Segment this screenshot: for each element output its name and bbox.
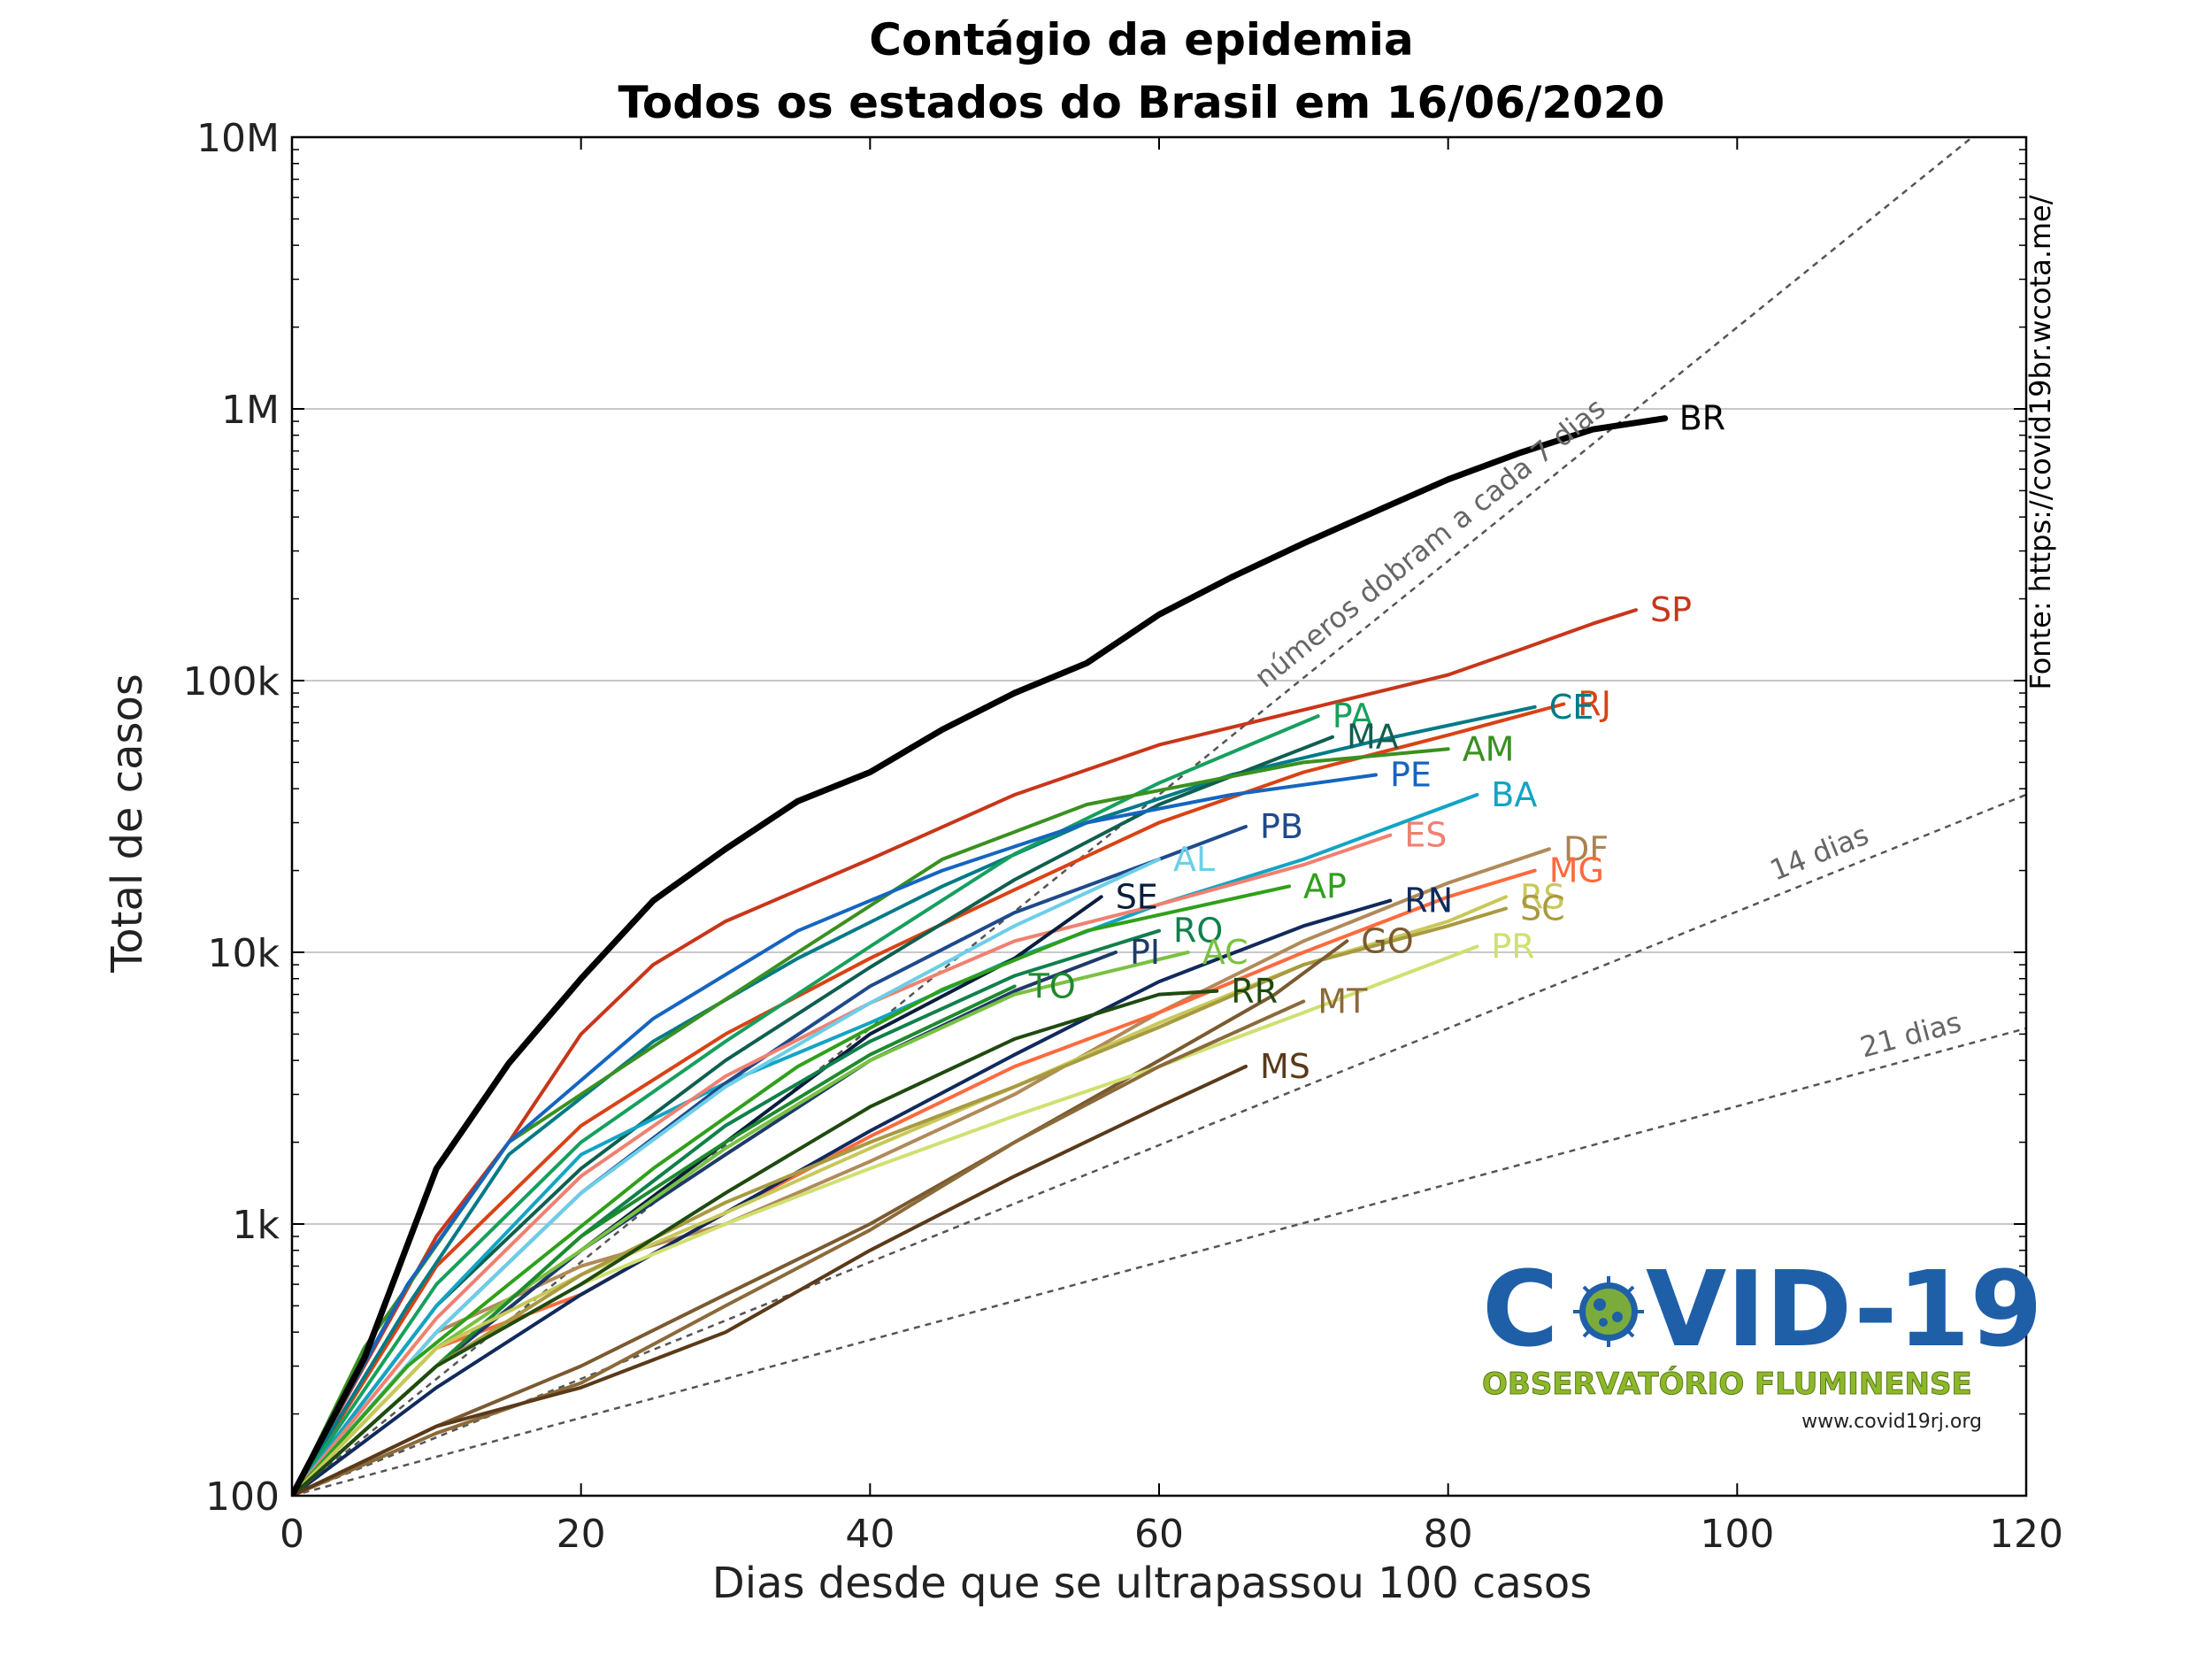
y-tick-label-1: 1k [233,1203,280,1248]
series-label-pa: PA [1333,697,1373,735]
logo-text-right: VID-19 [1646,1248,2043,1370]
reference-line-2 [292,1027,2026,1496]
y-tick-label-4: 1M [221,388,280,433]
y-tick-label-3: 100k [183,659,280,704]
series-line-br [292,415,1669,1496]
series-label-rr: RR [1231,972,1278,1011]
x-axis-label: Dias desde que se ultrapassou 100 casos [712,1559,1592,1608]
y-tick-label-2: 10k [208,931,280,976]
series-label-rn: RN [1404,882,1453,920]
logo-url: www.covid19rj.org [1801,1411,1982,1433]
series-line-rr [292,989,1219,1496]
series-label-go: GO [1361,921,1413,960]
series-label-pr: PR [1491,928,1534,966]
x-tick-label-0: 0 [280,1512,304,1557]
y-axis-label: Total de casos [103,674,152,974]
series-label-ms: MS [1260,1047,1310,1086]
series-label-ac: AC [1202,933,1248,972]
reference-line-1 [292,793,2026,1496]
virus-icon [1573,1276,1644,1347]
x-tick-label-4: 80 [1424,1512,1473,1557]
series-label-ma: MA [1347,718,1399,757]
series-label-sp: SP [1650,590,1692,629]
y-tick-label-5: 10M [196,116,280,161]
series-line-ce [292,704,1537,1496]
series-label-br: BR [1679,399,1725,438]
series-line-sc [292,906,1508,1496]
series-label-ce: CE [1549,688,1594,727]
series-label-pi: PI [1130,933,1160,972]
y-tick-label-0: 100 [205,1474,280,1520]
series-line-go [292,939,1349,1496]
logo-subtitle: OBSERVATÓRIO FLUMINENSE [1482,1366,1972,1402]
source-note: Fonte: https://covid19br.wcota.me/ [2024,195,2057,689]
series-label-ap: AP [1303,866,1347,905]
series-line-al [292,857,1161,1496]
x-tick-label-6: 120 [1989,1512,2063,1557]
series-layer [292,415,1669,1496]
x-tick-label-1: 20 [557,1512,606,1557]
series-line-ba [292,793,1479,1496]
series-line-ms [292,1065,1248,1496]
logo-text-left: C [1482,1248,1559,1370]
series-label-mg: MG [1549,851,1604,890]
chart-title: Contágio da epidemia [869,14,1413,65]
series-label-se: SE [1116,877,1158,916]
series-label-rs: RS [1520,877,1565,916]
series-line-pe [292,773,1378,1496]
series-label-pe: PE [1390,756,1432,795]
axes-layer: 0 20 40 60 80 100 120 100 1k 10k 100k 1M 10M [183,116,2063,1557]
series-line-sp [292,608,1638,1496]
series-label-al: AL [1173,840,1215,879]
series-label-pb: PB [1260,807,1303,846]
x-tick-label-3: 60 [1134,1512,1184,1557]
x-tick-label-5: 100 [1700,1512,1774,1557]
reference-line-0 [292,137,1975,1496]
series-label-es: ES [1404,816,1447,855]
series-label-rj: RJ [1578,685,1611,724]
series-label-ba: BA [1491,775,1537,814]
series-label-sc: SC [1520,889,1565,928]
covid19-logo: C VID-19 OBSERVATÓRIO F [1482,1248,2043,1433]
series-line-rs [292,895,1508,1496]
reference-lines [292,137,2026,1496]
series-label-ro: RO [1173,912,1223,951]
series-line-mt [292,999,1306,1496]
series-line-ap [292,884,1291,1496]
series-label-to: TO [1028,966,1076,1005]
series-label-am: AM [1463,729,1515,768]
series-line-rn [292,898,1393,1496]
series-label-mt: MT [1317,982,1368,1020]
x-tick-label-2: 40 [845,1512,895,1557]
series-label-df: DF [1563,829,1609,868]
chart-subtitle: Todos os estados do Brasil em 16/06/2020 [618,77,1664,128]
